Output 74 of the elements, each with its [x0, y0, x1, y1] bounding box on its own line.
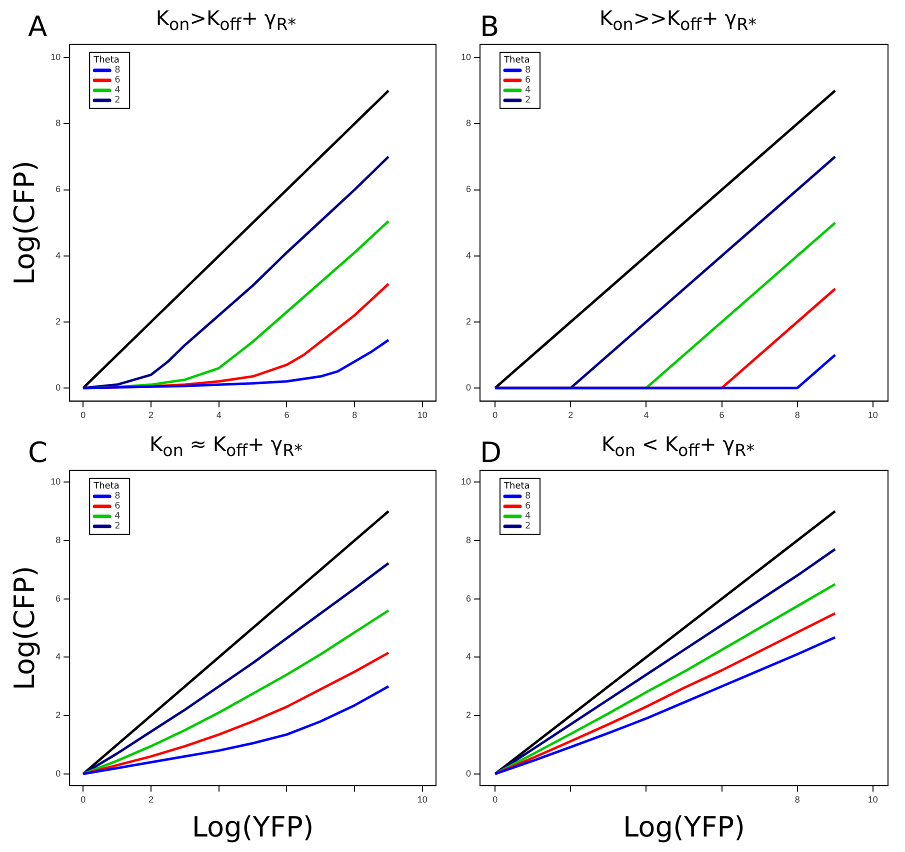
- y-tick-label: 2: [466, 710, 472, 720]
- y-tick-label: 0: [466, 382, 472, 392]
- legend-label: 2: [525, 96, 531, 106]
- y-tick-label: 2: [56, 710, 61, 720]
- legend-label: 2: [114, 522, 120, 532]
- legend-label: 6: [525, 76, 532, 86]
- legend-label: 8: [525, 66, 532, 76]
- x-tick-label: 10: [868, 794, 878, 804]
- text: B: [480, 10, 500, 43]
- chart-title: K$_{on}$>>K$_{off}$+ γ$_{R*}$: [599, 6, 757, 34]
- x-tick-label: 2: [148, 410, 154, 420]
- y-tick-label: 2: [56, 316, 61, 326]
- y-tick-label: 8: [56, 118, 61, 128]
- legend-label: 6: [525, 502, 532, 512]
- y-tick-label: 6: [56, 184, 61, 194]
- x-tick-label: 8: [352, 410, 358, 420]
- text: D: [480, 436, 502, 469]
- legend-label: 4: [114, 512, 121, 522]
- y-axis-title: Log(CFP): [8, 160, 42, 286]
- x-axis-title: Log(YFP): [192, 810, 314, 844]
- legend-label: 4: [525, 512, 532, 522]
- y-tick-label: 4: [56, 250, 61, 260]
- x-tick-label: 10: [417, 794, 428, 804]
- legend-label: 6: [114, 502, 121, 512]
- legend-title: Theta: [503, 482, 530, 492]
- chart-title: K$_{on}$ ≈ K$_{off}$+ γ$_{R*}$: [150, 432, 302, 460]
- legend-title: Theta: [92, 482, 120, 492]
- x-tick-label: 4: [644, 410, 649, 420]
- x-tick-label: 4: [216, 410, 222, 420]
- x-tick-label: 0: [80, 794, 86, 804]
- legend-label: 6: [114, 76, 121, 86]
- legend-label: 8: [114, 66, 121, 76]
- legend-label: 2: [525, 522, 531, 532]
- x-tick-label: 6: [719, 410, 724, 420]
- y-tick-label: 0: [56, 382, 61, 392]
- legend-label: 2: [114, 96, 120, 106]
- y-axis-title: Log(CFP): [8, 566, 42, 690]
- x-tick-label: 10: [868, 410, 878, 420]
- legend-title: Theta: [92, 56, 120, 66]
- x-tick-label: 0: [492, 410, 498, 420]
- text: A: [28, 10, 48, 43]
- y-tick-label: 4: [56, 652, 61, 662]
- x-tick-label: 6: [284, 410, 290, 420]
- y-tick-label: 8: [56, 534, 61, 545]
- y-tick-label: 6: [466, 593, 472, 604]
- x-tick-label: 0: [80, 410, 86, 420]
- y-tick-label: 2: [466, 316, 472, 326]
- y-tick-label: 4: [466, 652, 472, 662]
- x-tick-label: 2: [148, 794, 154, 804]
- y-tick-label: 10: [460, 476, 472, 487]
- x-axis-title: Log(YFP): [623, 810, 745, 844]
- y-tick-label: 10: [460, 52, 472, 62]
- legend-label: 8: [525, 492, 532, 502]
- x-tick-label: 8: [794, 794, 800, 804]
- y-tick-label: 6: [56, 593, 61, 604]
- y-tick-label: 8: [466, 534, 472, 545]
- y-tick-label: 4: [466, 250, 472, 260]
- y-tick-label: 8: [466, 118, 472, 128]
- y-tick-label: 10: [50, 476, 61, 487]
- x-tick-label: 10: [417, 410, 428, 420]
- legend-title: Theta: [503, 56, 530, 66]
- y-tick-label: 0: [56, 768, 61, 778]
- chart-title: K$_{on}$>K$_{off}$+ γ$_{R*}$: [156, 6, 296, 34]
- legend-label: 8: [114, 492, 121, 502]
- legend-label: 4: [525, 86, 532, 96]
- y-tick-label: 0: [466, 768, 472, 778]
- x-tick-label: 8: [794, 410, 800, 420]
- legend-label: 4: [114, 86, 121, 96]
- text: C: [28, 436, 48, 469]
- x-tick-label: 0: [492, 794, 498, 804]
- x-tick-label: 2: [568, 410, 574, 420]
- chart-title: K$_{on}$ < K$_{off}$+ γ$_{R*}$: [602, 432, 754, 460]
- y-tick-label: 10: [50, 52, 61, 62]
- y-tick-label: 6: [466, 184, 472, 194]
